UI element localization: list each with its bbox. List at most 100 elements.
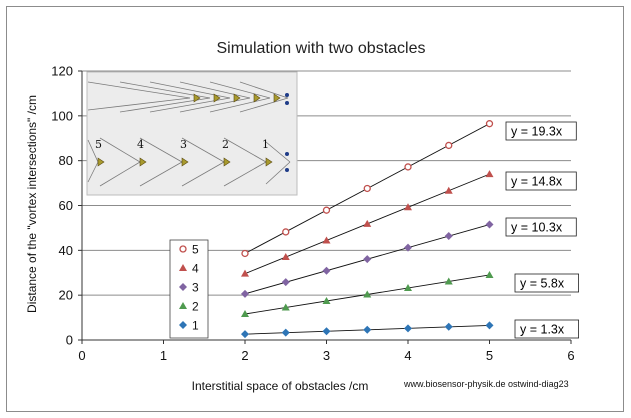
point-series-1 xyxy=(404,324,412,333)
point-series-1 xyxy=(363,325,372,334)
point-series-4 xyxy=(281,253,290,261)
legend: 5 4 3 2 1 xyxy=(169,239,209,339)
inset-line xyxy=(179,97,251,113)
equation-box xyxy=(514,273,579,293)
inset-arrow-icon xyxy=(233,93,241,103)
inset-line xyxy=(223,161,267,187)
inset-arrow-icon xyxy=(253,93,261,103)
legend-box xyxy=(169,239,209,339)
y-tick-label: 40 xyxy=(59,243,73,258)
trendline-equation: y = 5.8x xyxy=(520,277,565,291)
inset-label: 1 xyxy=(262,138,269,151)
credit-text: www.biosensor-physik.de ostwind-diag23 xyxy=(403,379,569,389)
point-series-5 xyxy=(485,120,494,128)
inset-arrow-icon xyxy=(265,157,273,167)
inset-line xyxy=(181,161,225,187)
point-series-2 xyxy=(485,270,494,278)
inset-arrow-icon xyxy=(181,157,189,167)
legend-marker-icon xyxy=(179,245,187,253)
legend-label: 5 xyxy=(192,243,199,257)
inset-background xyxy=(86,71,298,196)
x-tick-label: 5 xyxy=(486,348,493,363)
data-points xyxy=(241,120,494,339)
point-series-2 xyxy=(322,296,331,304)
point-series-3 xyxy=(281,278,290,287)
equation-box xyxy=(505,217,577,237)
inset-line xyxy=(181,137,225,163)
inset-line xyxy=(179,81,251,99)
legend-label: 3 xyxy=(192,281,199,295)
point-series-1 xyxy=(444,322,453,331)
x-tick-label: 3 xyxy=(323,348,330,363)
point-series-3 xyxy=(404,243,412,252)
inset-arrow-icon xyxy=(223,157,231,167)
inset-line xyxy=(265,161,291,185)
x-tick-label: 6 xyxy=(567,348,574,363)
inset-line xyxy=(87,139,99,163)
inset-arrow-icon xyxy=(139,157,147,167)
y-tick-label: 0 xyxy=(66,333,73,348)
inset-label: 5 xyxy=(95,138,102,151)
inset-line xyxy=(99,161,141,187)
inset-arrow-icon xyxy=(273,93,281,103)
trendline-equation: y = 14.8x xyxy=(511,175,563,189)
point-series-1 xyxy=(485,321,494,330)
point-series-5 xyxy=(241,249,249,258)
point-series-4 xyxy=(363,219,372,227)
trendline-equations: y = 19.3x y = 14.8x y = 10.3x y = 5.8x y = 1… xyxy=(505,121,579,339)
legend-marker-icon xyxy=(179,302,187,309)
legend-label: 4 xyxy=(192,262,199,276)
trendline-equation: y = 19.3x xyxy=(511,125,563,139)
inset-obstacle xyxy=(285,93,289,97)
inset-obstacle xyxy=(285,168,289,172)
point-series-1 xyxy=(241,330,249,339)
point-series-4 xyxy=(404,203,412,211)
inset-line xyxy=(87,97,191,111)
x-tick-label: 2 xyxy=(241,348,248,363)
inset-arrow-icon xyxy=(213,93,221,103)
inset-line xyxy=(223,137,267,163)
inset-line xyxy=(265,141,291,163)
legend-marker-icon xyxy=(179,264,187,271)
point-series-2 xyxy=(281,303,290,311)
inset-line xyxy=(239,97,289,113)
point-series-2 xyxy=(241,309,249,317)
x-tick-label: 1 xyxy=(160,348,167,363)
y-axis-title: Distance of the "vortex intersections" /… xyxy=(25,95,39,313)
inset-line xyxy=(139,137,183,163)
inset-label: 2 xyxy=(222,138,229,151)
inset-line xyxy=(87,81,191,99)
point-series-1 xyxy=(322,327,331,336)
legend-marker-icon xyxy=(179,321,187,329)
point-series-2 xyxy=(404,283,412,291)
chart-title: Simulation with two obstacles xyxy=(217,40,426,57)
x-tick-label: 0 xyxy=(78,348,85,363)
inset-arrow-icon xyxy=(193,93,201,103)
point-series-3 xyxy=(363,255,372,264)
point-series-3 xyxy=(241,289,249,298)
inset-label: 3 xyxy=(180,138,187,151)
point-series-5 xyxy=(282,228,290,236)
legend-label: 1 xyxy=(192,319,199,333)
y-tick-label: 120 xyxy=(51,64,73,79)
x-tick-label: 4 xyxy=(404,348,411,363)
point-series-3 xyxy=(485,220,494,229)
point-series-5 xyxy=(363,184,371,193)
point-series-3 xyxy=(322,266,331,275)
trendline-equation: y = 1.3x xyxy=(520,323,565,337)
point-series-5 xyxy=(445,141,453,150)
point-series-4 xyxy=(241,269,249,277)
inset-label: 4 xyxy=(137,138,144,151)
simulation-inset: 5 4 3 2 1 xyxy=(86,71,298,196)
inset-obstacle xyxy=(285,101,289,105)
inset-obstacle xyxy=(285,152,289,156)
point-series-2 xyxy=(444,277,453,285)
y-tick-label: 80 xyxy=(59,153,73,168)
legend-marker-icon xyxy=(179,283,187,291)
equation-box xyxy=(505,171,577,191)
inset-line xyxy=(149,81,231,99)
point-series-3 xyxy=(444,231,453,240)
point-series-1 xyxy=(281,328,290,337)
